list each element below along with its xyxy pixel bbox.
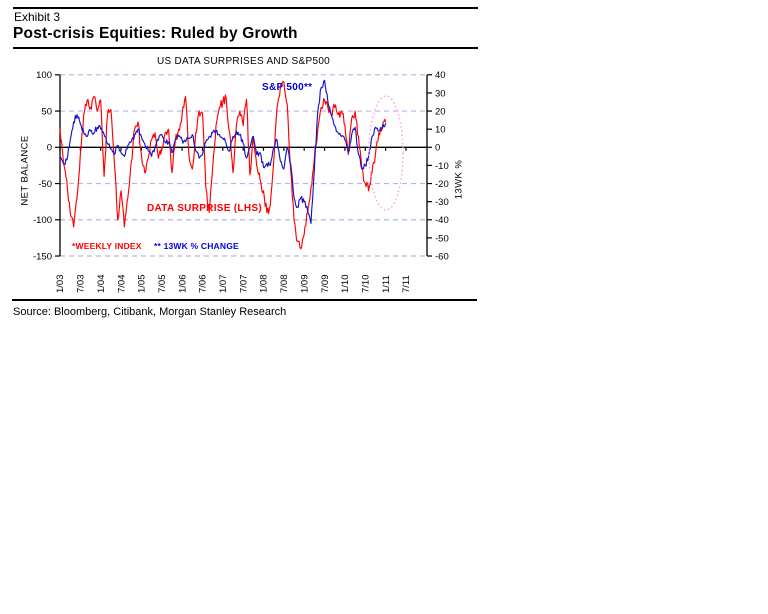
right-tick-label: 10 xyxy=(435,125,446,136)
exhibit-label: Exhibit 3 xyxy=(14,10,61,24)
left-tick-label: -150 xyxy=(33,251,52,262)
right-tick-label: 20 xyxy=(435,106,446,117)
left-tick-label: 50 xyxy=(41,106,52,117)
x-tick-label: 7/10 xyxy=(360,275,371,294)
x-tick-label: 1/06 xyxy=(177,275,188,294)
right-tick-label: 30 xyxy=(435,88,446,99)
x-tick-label: 1/03 xyxy=(55,275,66,294)
right-axis-title: 13WK % xyxy=(453,159,465,200)
x-tick-label: 1/10 xyxy=(340,275,351,294)
x-tick-label: 1/09 xyxy=(299,275,310,294)
right-tick-label: -40 xyxy=(435,215,449,226)
x-tick-label: 7/11 xyxy=(401,275,412,293)
x-tick-label: 1/08 xyxy=(259,275,270,294)
left-tick-label: -100 xyxy=(33,215,52,226)
x-tick-label: 7/09 xyxy=(320,275,331,294)
x-tick-label: 1/11 xyxy=(381,275,392,293)
page-title: Post-crisis Equities: Ruled by Growth xyxy=(13,25,298,42)
weekly-index-footnote: *WEEKLY INDEX xyxy=(72,241,142,251)
x-tick-label: 7/07 xyxy=(238,275,249,294)
right-tick-label: -30 xyxy=(435,197,449,208)
chart-title: US DATA SURPRISES AND S&P500 xyxy=(156,56,331,67)
data-surprise-series-label: DATA SURPRISE (LHS) xyxy=(147,203,262,214)
series-data-surprise xyxy=(59,80,387,250)
x-tick-label: 1/05 xyxy=(137,275,148,294)
left-axis-title: NET BALANCE xyxy=(19,135,31,206)
x-tick-label: 1/07 xyxy=(218,275,229,294)
sp500-series-label: S&P 500** xyxy=(262,82,313,93)
series-sp500 xyxy=(59,79,387,224)
right-tick-label: -10 xyxy=(435,161,449,172)
x-tick-label: 7/05 xyxy=(157,275,168,294)
top-rule xyxy=(13,7,478,9)
right-tick-label: 40 xyxy=(435,70,446,81)
right-tick-label: -20 xyxy=(435,179,449,190)
highlight-ellipse xyxy=(368,95,404,211)
right-tick-label: -50 xyxy=(435,233,449,244)
x-tick-label: 7/04 xyxy=(116,275,127,294)
title-rule xyxy=(13,47,478,49)
x-tick-label: 7/06 xyxy=(198,275,209,294)
thirteen-week-footnote: ** 13WK % CHANGE xyxy=(154,241,239,251)
right-tick-label: 0 xyxy=(435,143,440,154)
left-tick-label: -50 xyxy=(38,179,52,190)
left-tick-label: 0 xyxy=(47,143,52,154)
source-rule xyxy=(12,299,477,301)
left-tick-label: 100 xyxy=(36,70,52,81)
x-tick-label: 7/08 xyxy=(279,275,290,294)
right-tick-label: -60 xyxy=(435,251,449,262)
x-tick-label: 1/04 xyxy=(96,275,107,294)
source-text: Source: Bloomberg, Citibank, Morgan Stan… xyxy=(13,306,287,318)
x-tick-label: 7/03 xyxy=(76,275,87,294)
